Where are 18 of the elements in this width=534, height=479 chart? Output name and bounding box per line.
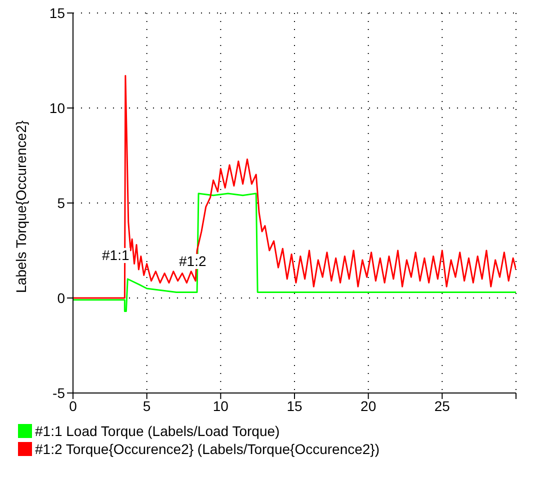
legend-label: #1:1 Load Torque (Labels/Load Torque) — [35, 423, 280, 439]
line-series — [73, 74, 516, 299]
y-tick-label: 10 — [49, 100, 66, 116]
line-series — [73, 192, 516, 312]
x-tick-label: 10 — [212, 398, 229, 414]
y-tick-label: 0 — [57, 290, 66, 306]
x-tick-label: 25 — [434, 398, 450, 414]
x-tick-label: 20 — [360, 398, 376, 414]
annotation: #1:1 — [101, 247, 130, 263]
y-tick-label: 15 — [49, 4, 66, 21]
x-tick-label: 5 — [142, 398, 151, 414]
annotation: #1:2 — [178, 253, 208, 269]
y-axis-title: Labels Torque{Occurence2} — [12, 120, 29, 293]
legend-label: #1:2 Torque{Occurence2} (Labels/Torque{Occurence2}) — [35, 441, 380, 457]
y-tick-label: 5 — [57, 194, 66, 211]
x-tick-label: 0 — [69, 398, 78, 414]
x-tick-label: 15 — [286, 398, 302, 414]
y-tick-label: -5 — [52, 384, 66, 401]
